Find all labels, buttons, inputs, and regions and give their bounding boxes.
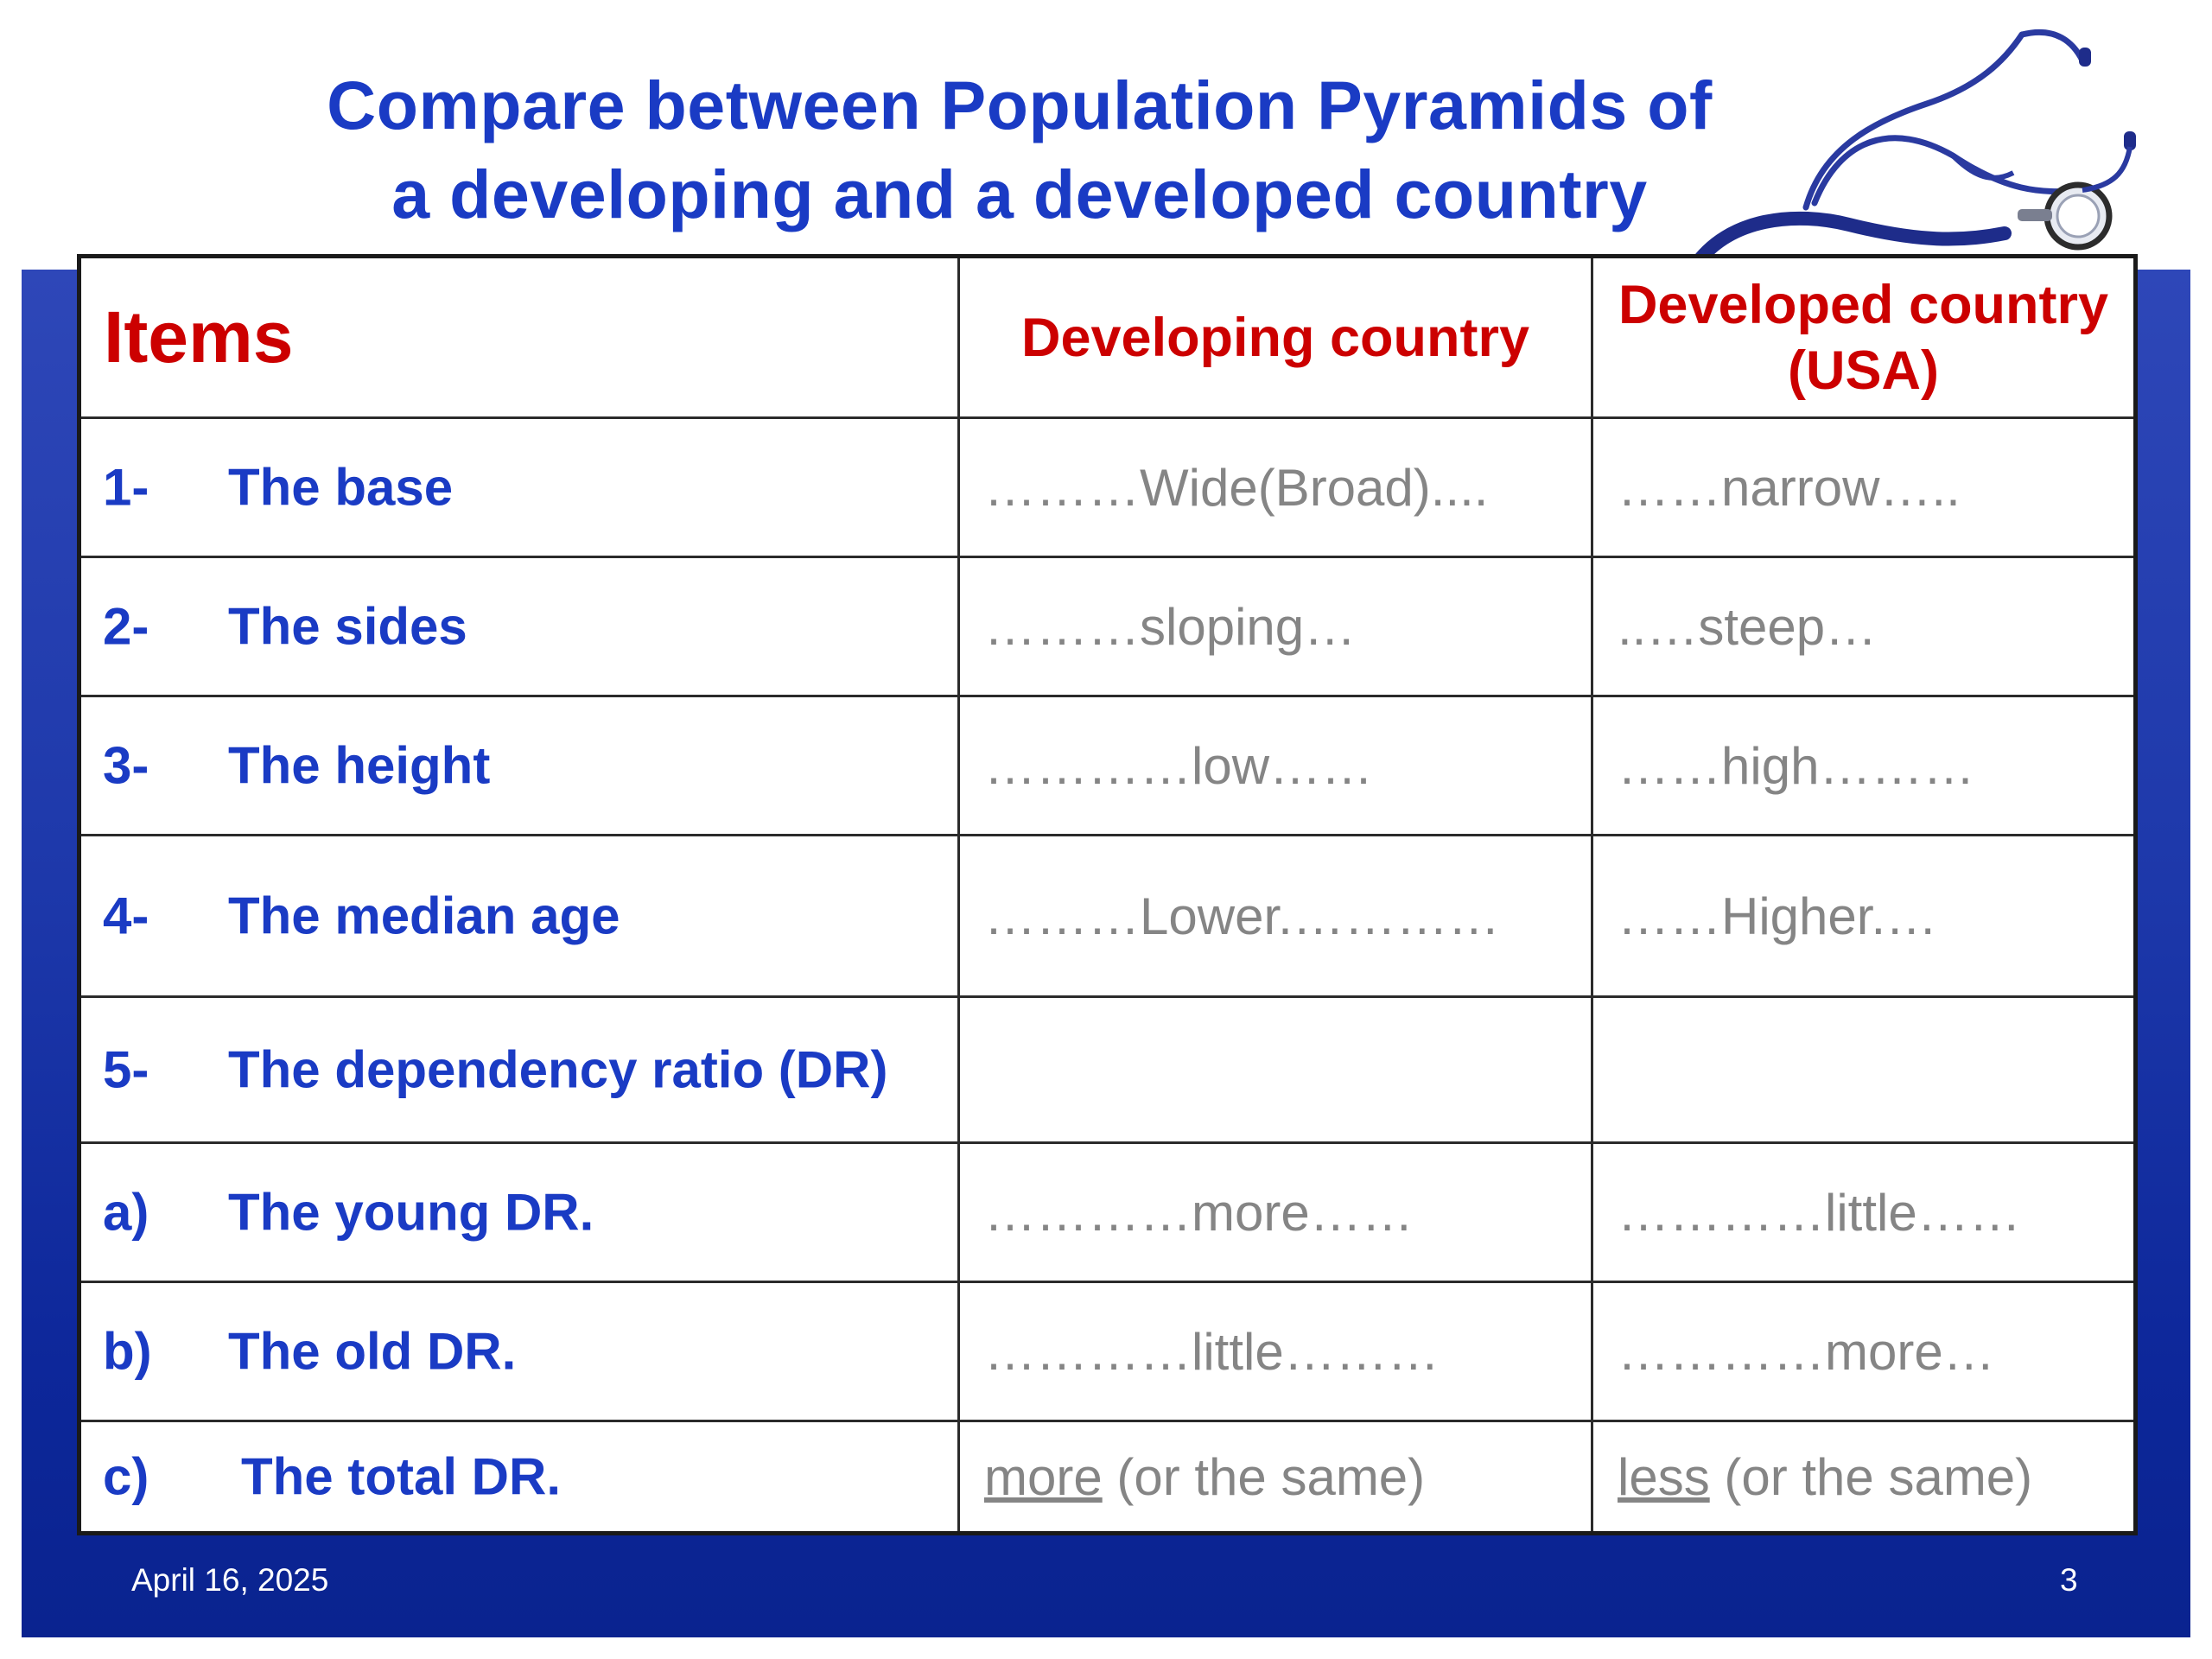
item-number: c) [103,1447,149,1506]
title-line-1: Compare between Population Pyramids of [327,67,1713,143]
table-row: 2- The sides ………sloping… ..…steep… [78,556,2137,697]
developing-value: more (or the same) [957,1420,1593,1535]
item-number: 1- [103,458,149,517]
developed-underlined: less [1618,1447,1710,1506]
item-number: 4- [103,887,149,945]
developed-value: ……high……… [1591,695,2137,836]
item-cell: 4- The median age [78,834,960,998]
page-number: 3 [2060,1562,2078,1598]
item-label: The dependency ratio (DR) [228,1040,888,1099]
item-number: a) [103,1183,149,1242]
item-label: The base [228,458,454,517]
header-developed: Developed country (USA) [1591,255,2137,419]
slide-title: Compare between Population Pyramids of a… [199,60,1840,238]
header-developing: Developing country [957,255,1593,419]
developed-value: …………little…… [1591,1141,2137,1283]
stethoscope-icon [1687,29,2136,275]
developing-value: ………Lower.………… [957,834,1593,998]
developing-value: ………sloping… [957,556,1593,697]
developed-rest: (or the same) [1709,1447,2033,1506]
developing-value [957,995,1593,1144]
item-cell: b) The old DR. [78,1281,960,1422]
item-cell: 3- The height [78,695,960,836]
table-header-row: Items Developing country Developed count… [78,255,2137,419]
table-row: 5- The dependency ratio (DR) [78,995,2137,1144]
developed-value [1591,995,2137,1144]
item-number: 3- [103,736,149,795]
developed-value: …………more… [1591,1281,2137,1422]
developed-value: ……Higher.… [1591,834,2137,998]
item-label: The total DR. [241,1447,561,1506]
table-row: b) The old DR. …………little……… …………more… [78,1281,2137,1422]
developed-value: ..…steep… [1591,556,2137,697]
item-label: The old DR. [228,1322,517,1381]
item-cell: a) The young DR. [78,1141,960,1283]
item-label: The young DR. [228,1183,594,1242]
developed-value: ……narrow….. [1591,416,2137,558]
item-label: The sides [228,597,467,656]
item-number: b) [103,1322,152,1381]
item-number: 5- [103,1040,149,1099]
table-row: 1- The base ………Wide(Broad).... ……narrow…… [78,416,2137,558]
developing-value: …………little……… [957,1281,1593,1422]
footer-date: April 16, 2025 [131,1562,329,1598]
table-row: a) The young DR. …………more…… …………little…… [78,1141,2137,1283]
developing-value: …………low…… [957,695,1593,836]
table-row: c) The total DR. more (or the same) less… [78,1420,2137,1535]
item-label: The median age [228,887,620,945]
developing-rest: (or the same) [1102,1447,1426,1506]
table-row: 4- The median age ………Lower.………… ……Higher… [78,834,2137,998]
developing-value: ………Wide(Broad).... [957,416,1593,558]
header-developed-line1: Developed country [1618,274,2109,335]
developed-value: less (or the same) [1591,1420,2137,1535]
item-cell: c) The total DR. [78,1420,960,1535]
item-label: The height [228,736,491,795]
developing-underlined: more [984,1447,1103,1506]
item-cell: 2- The sides [78,556,960,697]
item-cell: 1- The base [78,416,960,558]
table-row: 3- The height …………low…… ……high……… [78,695,2137,836]
item-cell: 5- The dependency ratio (DR) [78,995,960,1144]
developing-value: …………more…… [957,1141,1593,1283]
comparison-table: Items Developing country Developed count… [77,254,2138,1535]
header-items: Items [78,255,960,419]
header-developed-line2: (USA) [1788,340,1939,401]
title-line-2: a developing and a developed country [391,156,1648,232]
item-number: 2- [103,597,149,656]
